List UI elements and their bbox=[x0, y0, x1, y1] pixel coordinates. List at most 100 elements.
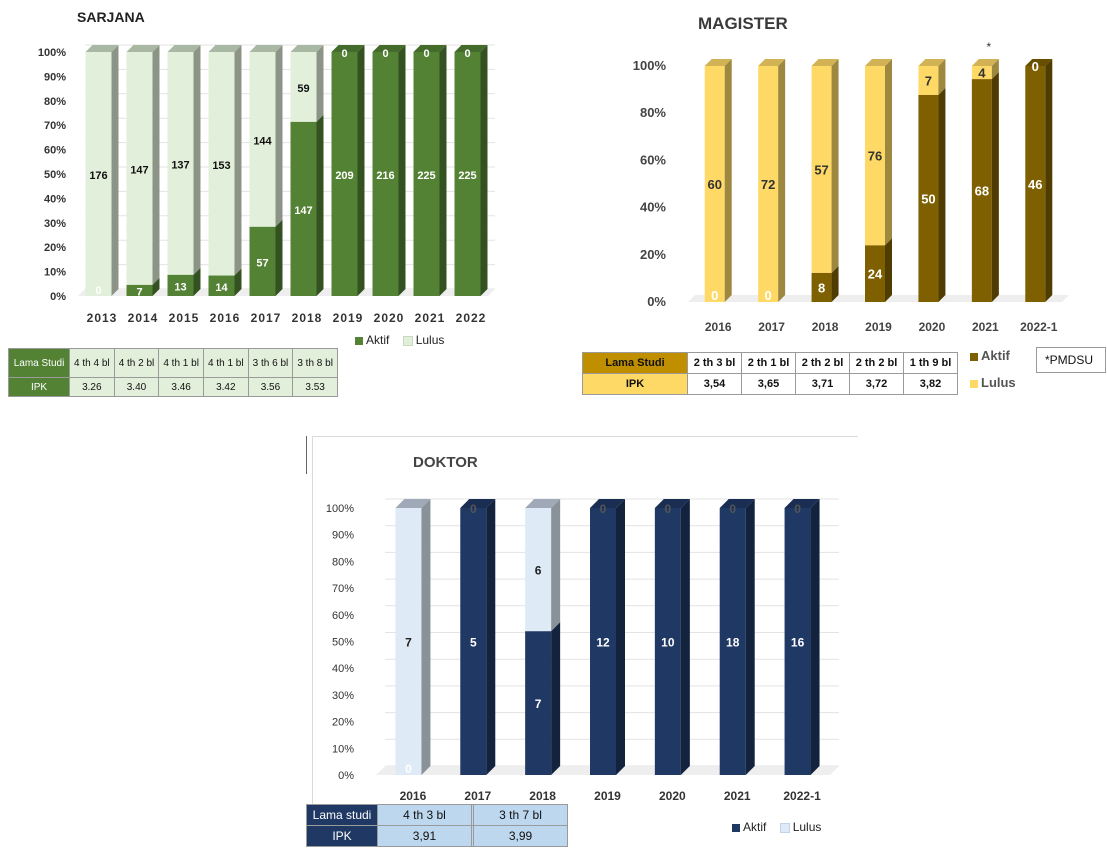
bar-segment-aktif bbox=[331, 52, 358, 296]
data-label-aktif: 209 bbox=[335, 170, 353, 182]
bar-segment-aktif bbox=[167, 274, 194, 296]
bar-segment-lulus-side bbox=[778, 59, 786, 302]
x-tick-label: 2021 bbox=[415, 311, 446, 325]
bar-segment-aktif-side bbox=[680, 499, 690, 775]
x-tick-label: 2017 bbox=[464, 789, 491, 803]
bar-segment-aktif-side bbox=[486, 499, 496, 775]
y-tick-label: 80% bbox=[332, 556, 354, 568]
bar-2018 bbox=[290, 45, 324, 297]
bar-segment-aktif bbox=[208, 275, 235, 296]
sarjana-chart: 0% 10% 20% 30% 40% 50% 60% 70% 80% 90% 100% 0 176 201… bbox=[38, 44, 495, 325]
bar-segment-aktif-side bbox=[938, 87, 946, 302]
bar-segment-lulus-side bbox=[421, 499, 431, 775]
bar-segment-aktif-side bbox=[1045, 59, 1053, 302]
bar-segment-lulus-side bbox=[551, 499, 561, 632]
bar-segment-aktif-side bbox=[480, 45, 488, 296]
bar-top bbox=[525, 499, 561, 508]
table-header-label: Lama studi bbox=[306, 804, 378, 826]
bar-top bbox=[290, 45, 324, 52]
bar-segment-aktif-side bbox=[885, 238, 892, 302]
data-label-aktif: 0 bbox=[405, 762, 412, 776]
bar-segment-aktif-side bbox=[745, 499, 755, 775]
x-tick-label: 2021 bbox=[972, 320, 999, 334]
table-cell: 3.26 bbox=[69, 377, 115, 397]
y-tick-label: 30% bbox=[332, 690, 354, 702]
magister-chart: 0% 20% 40% 60% 80% 100% 0 60 2016 0 72 2017 8 57 2018 2… bbox=[633, 40, 1069, 334]
bar-2015 bbox=[167, 45, 201, 296]
bar-top bbox=[249, 45, 283, 52]
bar-segment-lulus bbox=[126, 52, 153, 285]
bar-2018 bbox=[525, 499, 561, 775]
bar-2019 bbox=[590, 499, 625, 775]
legend-item-lulus: Lulus bbox=[970, 375, 1016, 390]
data-label-aktif: 216 bbox=[376, 170, 394, 182]
bar-segment-aktif bbox=[126, 284, 153, 296]
table-header-row: Lama Studi 2 th 3 bl 2 th 1 bl 2 th 2 bl 2 t… bbox=[582, 352, 958, 374]
data-label-lulus: 72 bbox=[761, 177, 775, 192]
y-tick-label: 90% bbox=[44, 71, 66, 83]
bar-top bbox=[865, 59, 892, 66]
x-tick-label: 2018 bbox=[292, 311, 323, 325]
bar-top bbox=[758, 59, 786, 66]
data-label-lulus: 0 bbox=[341, 48, 347, 60]
bar-2022-1 bbox=[1025, 59, 1053, 302]
data-label-aktif: 10 bbox=[661, 636, 675, 650]
bar-top bbox=[719, 499, 755, 508]
bar-2016 bbox=[704, 59, 732, 302]
data-label-lulus: 0 bbox=[470, 502, 477, 516]
bar-2019 bbox=[331, 45, 365, 296]
bar-segment-aktif-side bbox=[357, 45, 365, 296]
legend-label-aktif: Aktif bbox=[366, 332, 390, 347]
bar-segment-lulus bbox=[249, 52, 276, 227]
magister-title: MAGISTER bbox=[698, 14, 788, 33]
bar-segment-aktif-side bbox=[193, 267, 201, 296]
data-label-aktif: 50 bbox=[921, 191, 935, 206]
table-row: IPK 3.26 3.40 3.46 3.42 3.56 3.53 bbox=[8, 377, 338, 397]
table-cell: 3,72 bbox=[849, 373, 904, 395]
y-tick-label: 70% bbox=[44, 120, 66, 132]
x-tick-label: 2016 bbox=[705, 320, 732, 334]
bar-segment-aktif bbox=[654, 508, 681, 775]
data-label-lulus: 137 bbox=[171, 159, 189, 171]
y-tick-label: 50% bbox=[332, 637, 354, 649]
table-row-label: IPK bbox=[582, 373, 688, 395]
bar-top bbox=[372, 45, 406, 52]
bar-top bbox=[784, 499, 820, 508]
data-label-lulus: 176 bbox=[89, 170, 107, 182]
magister-legend: Aktif Lulus bbox=[970, 348, 1016, 390]
bar-segment-aktif bbox=[413, 52, 440, 296]
bar-segment-aktif bbox=[249, 226, 276, 296]
sarjana-legend: Aktif Lulus bbox=[355, 332, 454, 347]
legend-label-lulus: Lulus bbox=[415, 332, 445, 347]
table-cell: 3.42 bbox=[202, 377, 249, 397]
bar-top bbox=[460, 499, 496, 508]
bar-2022 bbox=[454, 45, 488, 296]
bar-segment-lulus-side bbox=[991, 59, 999, 80]
x-tick-label: 2017 bbox=[758, 320, 785, 334]
x-tick-label: 2020 bbox=[919, 320, 946, 334]
bar-segment-lulus-side bbox=[724, 59, 732, 302]
x-tick-label: 2016 bbox=[400, 789, 427, 803]
bar-segment-lulus-side bbox=[152, 45, 160, 285]
y-tick-label: 0% bbox=[338, 770, 354, 782]
bar-2016 bbox=[395, 499, 431, 775]
bar-2017 bbox=[460, 499, 496, 775]
data-label-aktif: 0 bbox=[765, 288, 772, 303]
bar-2020 bbox=[372, 45, 406, 296]
data-label-lulus: 0 bbox=[729, 502, 736, 516]
table-cell: 3,65 bbox=[741, 373, 796, 395]
table-cell: 3,71 bbox=[795, 373, 850, 395]
legend-item-lulus: Lulus bbox=[779, 820, 821, 834]
bar-top bbox=[1025, 59, 1053, 66]
bar-segment-aktif-side bbox=[551, 622, 561, 775]
bar-segment-aktif bbox=[1025, 66, 1046, 302]
bar-segment-lulus-side bbox=[275, 45, 283, 227]
bar-segment-lulus bbox=[167, 52, 194, 275]
bar-top bbox=[85, 45, 119, 52]
doktor-frame-mark bbox=[306, 436, 307, 474]
bar-top bbox=[413, 45, 447, 52]
bar-segment-aktif bbox=[525, 631, 552, 775]
data-label-aktif: 225 bbox=[458, 170, 476, 182]
data-label-lulus: 153 bbox=[212, 160, 230, 172]
data-label-aktif: 7 bbox=[535, 697, 542, 711]
